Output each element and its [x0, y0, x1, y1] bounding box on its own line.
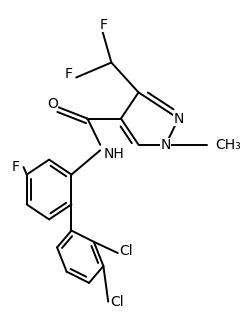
Text: Cl: Cl [119, 244, 133, 258]
Text: NH: NH [103, 147, 124, 161]
Text: N: N [161, 138, 171, 152]
Text: N: N [173, 111, 184, 126]
Text: F: F [11, 160, 20, 174]
Text: F: F [99, 18, 107, 32]
Text: CH₃: CH₃ [215, 138, 241, 152]
Text: Cl: Cl [110, 295, 124, 308]
Text: O: O [47, 97, 58, 111]
Text: F: F [64, 67, 72, 81]
